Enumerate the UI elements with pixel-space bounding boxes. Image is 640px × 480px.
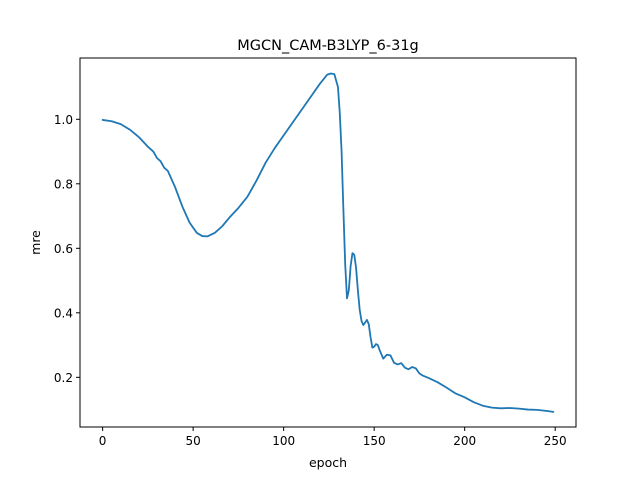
y-tick-label-0: 0.2 [54, 371, 73, 385]
x-tick-label-3: 150 [363, 434, 386, 448]
x-tick-label-0: 0 [99, 434, 107, 448]
series-layer [101, 72, 555, 413]
y-tick-label-2: 0.6 [54, 242, 73, 256]
x-axis-label: epoch [309, 455, 347, 470]
x-tick-label-4: 200 [453, 434, 476, 448]
y-tick-label-4: 1.0 [54, 113, 73, 127]
series-line-0 [101, 72, 555, 413]
y-tick-label-1: 0.4 [54, 306, 73, 320]
x-tick-label-1: 50 [185, 434, 200, 448]
chart-title: MGCN_CAM-B3LYP_6-31g [237, 38, 419, 54]
x-tick-label-2: 100 [272, 434, 295, 448]
y-tick-label-3: 0.8 [54, 177, 73, 191]
y-axis-label: mre [28, 230, 43, 255]
plot-frame [79, 57, 577, 428]
x-tick-label-5: 250 [544, 434, 567, 448]
axes-layer: 0 50 100 150 200 250 0.2 0.4 0.6 0.8 1.0 [54, 113, 567, 448]
